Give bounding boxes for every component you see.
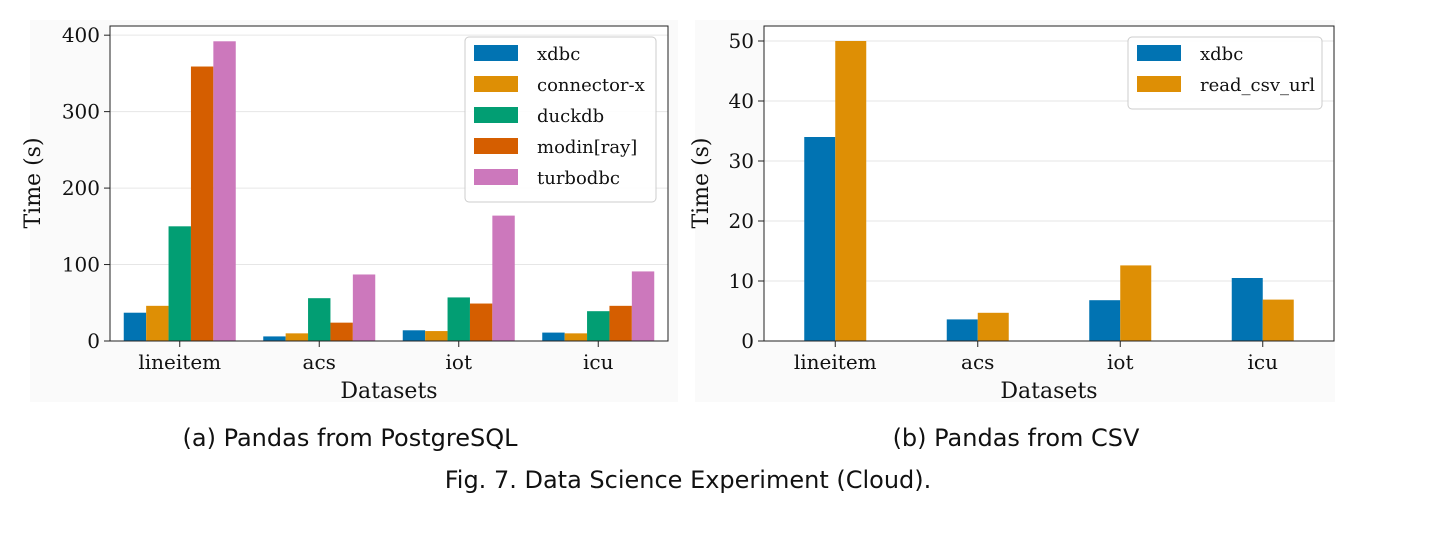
chart-b-ytick-label: 30 xyxy=(729,149,754,173)
bar-lineitem-duckdb xyxy=(168,226,191,341)
bar-icu-read-csv-url xyxy=(1262,299,1294,341)
legend-swatch-duckdb xyxy=(474,107,518,123)
chart-a-frame xyxy=(109,25,669,342)
chart-b-xtick-label: lineitem xyxy=(794,350,877,374)
chart-b-xtick-label: acs xyxy=(961,350,994,374)
subcaption-b: (b) Pandas from CSV xyxy=(893,424,1140,452)
chart-a-xlabel: Datasets xyxy=(340,379,437,404)
bar-iot-xdbc xyxy=(402,330,426,341)
chart-a-xtick-label: iot xyxy=(446,350,472,374)
bar-acs-modin-ray- xyxy=(330,322,353,341)
chart-a-xtick-label: icu xyxy=(583,350,614,374)
bar-acs-duckdb xyxy=(308,298,331,341)
legend-label-connector-x: connector-x xyxy=(537,75,645,96)
legend-swatch-xdbc xyxy=(1137,45,1181,61)
bar-iot-xdbc xyxy=(1089,300,1121,341)
bar-icu-connector-x xyxy=(564,333,588,341)
chart-b-ylabel: Time (s) xyxy=(689,137,714,228)
legend-swatch-xdbc xyxy=(474,45,518,61)
chart-a-ytick-label: 100 xyxy=(62,253,100,277)
bar-acs-connector-x xyxy=(285,333,309,341)
bar-icu-duckdb xyxy=(587,311,610,341)
bar-icu-turbodbc xyxy=(631,271,655,341)
legend-label-duckdb: duckdb xyxy=(537,106,604,127)
legend-swatch-modin-ray- xyxy=(474,138,518,154)
chart-b-frame xyxy=(763,25,1335,342)
chart-b-ytick-label: 40 xyxy=(729,89,754,113)
bar-lineitem-modin-ray- xyxy=(190,66,214,341)
bar-iot-turbodbc xyxy=(492,215,515,341)
legend-label-xdbc: xdbc xyxy=(537,44,580,65)
legend-label-turbodbc: turbodbc xyxy=(537,168,620,189)
bar-lineitem-xdbc xyxy=(123,312,147,341)
bar-iot-duckdb xyxy=(447,297,470,341)
chart-b-ytick-label: 10 xyxy=(729,269,754,293)
bar-icu-xdbc xyxy=(1231,278,1263,341)
chart-a-ytick-label: 400 xyxy=(62,23,100,47)
bar-acs-xdbc xyxy=(263,336,286,341)
bar-lineitem-turbodbc xyxy=(213,41,236,342)
chart-a-legend: xdbc connector-x duckdb modin[ray] turbodbc xyxy=(464,36,657,203)
legend-label-modin-ray-: modin[ray] xyxy=(537,137,637,158)
legend-swatch-connector-x xyxy=(474,76,518,92)
bar-iot-connector-x xyxy=(425,331,448,341)
bar-icu-modin-ray- xyxy=(609,305,632,341)
chart-a-ytick-label: 0 xyxy=(87,329,100,353)
figure-caption: Fig. 7. Data Science Experiment (Cloud). xyxy=(445,466,932,494)
bar-lineitem-read-csv-url xyxy=(835,41,867,341)
legend-swatch-read-csv-url xyxy=(1137,76,1181,92)
chart-panel-csv: 0 10 20 30 40 50 lineitem acs iot icu Time (s) D… xyxy=(689,20,1335,452)
bar-iot-modin-ray- xyxy=(469,303,493,341)
chart-b-xlabel: Datasets xyxy=(1000,379,1097,404)
subcaption-a: (a) Pandas from PostgreSQL xyxy=(183,424,519,452)
chart-a-xtick-label: lineitem xyxy=(138,350,221,374)
legend-label-read-csv-url: read_csv_url xyxy=(1200,75,1315,96)
chart-panel-postgresql: 0 100 200 300 400 lineitem acs iot icu Time (s)… xyxy=(21,20,678,452)
chart-a-ytick-label: 300 xyxy=(62,100,100,124)
chart-a-xtick-label: acs xyxy=(303,350,336,374)
chart-a-ytick-label: 200 xyxy=(62,176,100,200)
chart-b-ytick-label: 0 xyxy=(741,329,754,353)
bar-acs-xdbc xyxy=(946,319,978,341)
bar-acs-turbodbc xyxy=(352,274,376,341)
chart-b-ytick-label: 50 xyxy=(729,29,754,53)
legend-swatch-turbodbc xyxy=(474,169,518,185)
bar-lineitem-xdbc xyxy=(804,137,836,341)
chart-b-xtick-label: iot xyxy=(1107,350,1133,374)
chart-b-xtick-label: icu xyxy=(1248,350,1279,374)
bar-iot-read-csv-url xyxy=(1120,265,1152,341)
chart-a-ylabel: Time (s) xyxy=(21,137,46,228)
bar-acs-read-csv-url xyxy=(977,312,1009,341)
legend-label-xdbc: xdbc xyxy=(1200,44,1243,65)
chart-b-legend: xdbc read_csv_url xyxy=(1127,36,1323,110)
bar-icu-xdbc xyxy=(542,332,565,341)
bar-lineitem-connector-x xyxy=(146,305,169,341)
chart-b-ytick-label: 20 xyxy=(729,209,754,233)
